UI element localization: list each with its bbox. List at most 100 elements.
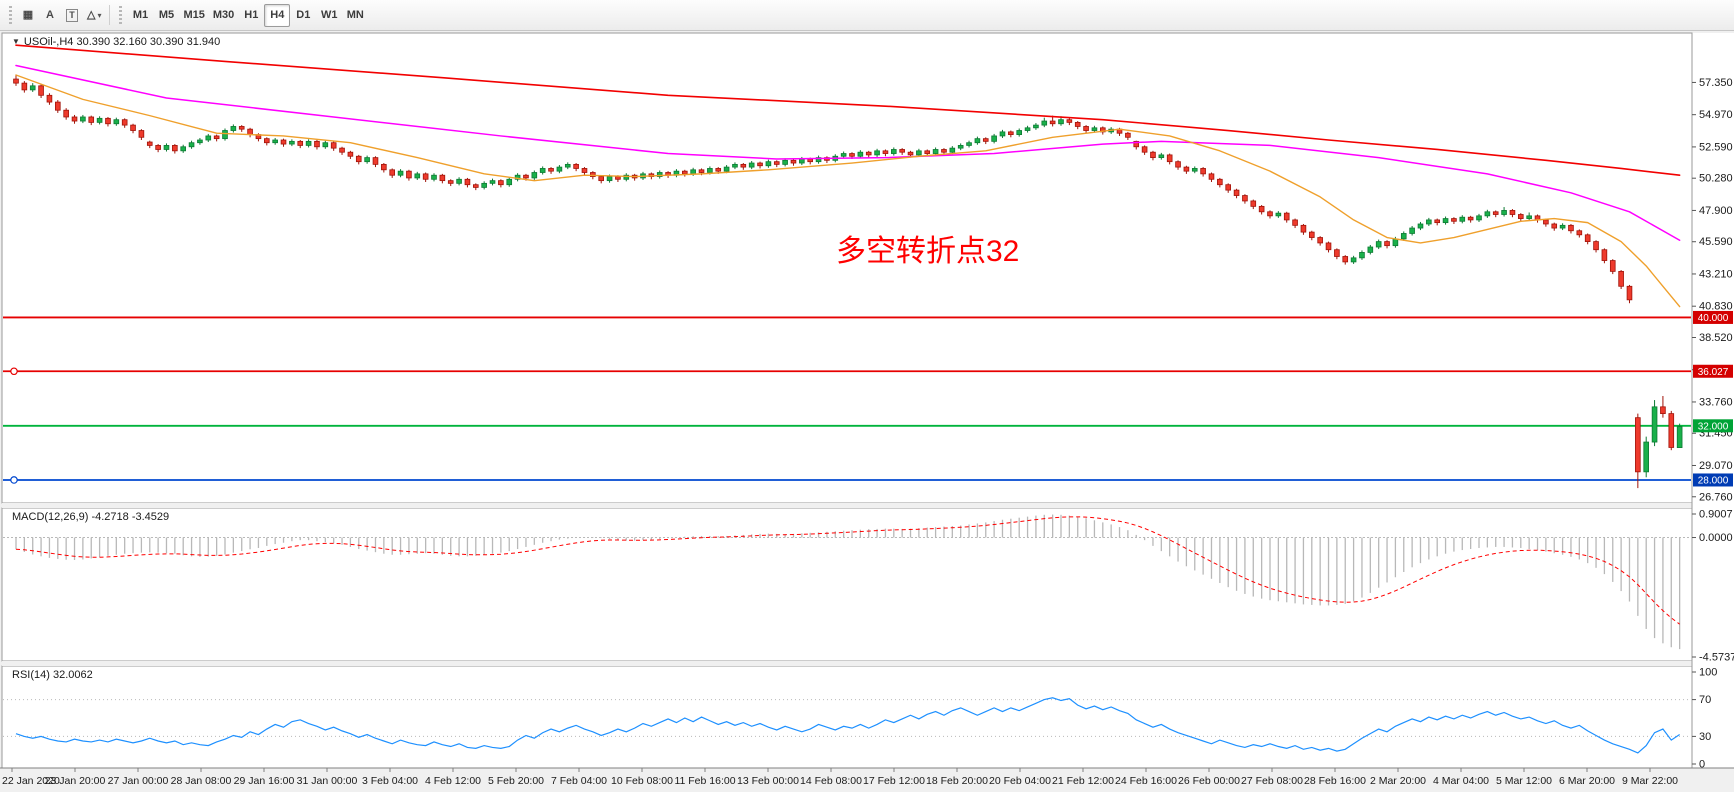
- toolbar-grip[interactable]: [119, 6, 123, 24]
- shapes-button[interactable]: △ ▾: [83, 4, 105, 27]
- price-tick-label: 33.760: [1699, 396, 1733, 408]
- candle-body: [163, 145, 170, 150]
- price-tick-label: 43.210: [1699, 268, 1733, 280]
- candle-body: [1442, 218, 1449, 224]
- candle-body: [1484, 211, 1491, 217]
- rsi-scale-label: 30: [1699, 731, 1711, 743]
- candle-body: [1225, 184, 1232, 191]
- timeframe-h1-button[interactable]: H1: [238, 4, 264, 27]
- candle-body: [456, 178, 462, 184]
- candle-body: [1233, 189, 1240, 196]
- candle-body: [1049, 120, 1056, 125]
- price-line-badge: [1693, 310, 1733, 324]
- candle-body: [757, 162, 763, 167]
- price-tick-label: 50.280: [1699, 173, 1733, 185]
- candle-body: [656, 172, 663, 177]
- price-line-badge-label: 32.000: [1698, 421, 1729, 432]
- candle-body: [88, 116, 95, 123]
- candle-body: [974, 138, 981, 144]
- chart-surface[interactable]: 57.350 54.970 52.590 50.280 47.900 45.590 43.2…: [0, 31, 1734, 792]
- time-tick-label: 6 Mar 20:00: [1559, 775, 1615, 787]
- timeframe-mn-button[interactable]: MN: [342, 4, 368, 27]
- timeframe-m5-button[interactable]: M5: [153, 4, 179, 27]
- time-scale[interactable]: [0, 768, 1734, 792]
- candle-body: [840, 153, 847, 157]
- candle-body: [1317, 237, 1323, 244]
- price-line-badge-label: 40.000: [1698, 313, 1729, 324]
- rsi-scale-label: 100: [1699, 667, 1717, 679]
- candle-body: [740, 163, 747, 168]
- candle-body: [1635, 417, 1641, 473]
- candle-body: [1643, 441, 1650, 473]
- candle-body: [272, 139, 278, 144]
- candle-body: [188, 142, 195, 148]
- candle-body: [1066, 119, 1073, 123]
- candle-body: [506, 178, 513, 186]
- macd-panel[interactable]: [1, 507, 1693, 662]
- rsi-line: [15, 697, 1680, 754]
- time-tick-label: 4 Mar 04:00: [1433, 775, 1489, 787]
- candle-body: [1426, 219, 1432, 225]
- candle-body: [891, 149, 897, 154]
- price-tick-label: 57.350: [1699, 77, 1733, 89]
- candle-body: [1292, 219, 1298, 226]
- candle-body: [556, 166, 563, 172]
- candle-body: [1392, 238, 1399, 247]
- rsi-scale-label: 70: [1699, 694, 1711, 706]
- candle-body: [1342, 256, 1349, 263]
- candle-body: [1041, 120, 1048, 126]
- candle-body: [155, 145, 161, 150]
- candle-body: [1618, 270, 1624, 287]
- candle-body: [1325, 242, 1332, 251]
- price-scale-column[interactable]: [1692, 33, 1734, 768]
- panel-divider[interactable]: [2, 661, 1692, 666]
- timeframe-m30-button[interactable]: M30: [209, 4, 238, 27]
- timeframe-m15-button[interactable]: M15: [179, 4, 208, 27]
- insert-text-button[interactable]: A: [39, 4, 61, 27]
- chart-grid-button[interactable]: ▦: [17, 4, 39, 27]
- rsi-panel[interactable]: [1, 665, 1693, 769]
- candle-body: [932, 149, 939, 154]
- candle-body: [615, 176, 621, 180]
- candle-body: [799, 158, 805, 164]
- timeframe-w1-button[interactable]: W1: [316, 4, 342, 27]
- text-label-button[interactable]: T: [61, 4, 83, 27]
- candle-body: [924, 150, 931, 154]
- candle-body: [297, 140, 304, 146]
- candle-body: [130, 124, 136, 131]
- toolbar-grip[interactable]: [9, 6, 12, 24]
- time-tick-label: 21 Feb 12:00: [1052, 775, 1114, 787]
- candle-body: [1459, 216, 1466, 222]
- candle-body: [330, 142, 337, 149]
- price-tick-label: 52.590: [1699, 141, 1733, 153]
- candle-body: [55, 101, 61, 111]
- candle-body: [1217, 178, 1223, 186]
- candle-body: [514, 174, 521, 180]
- candle-body: [1384, 241, 1390, 247]
- ma-slow-line: [15, 44, 1681, 177]
- timeframe-h4-button[interactable]: H4: [264, 3, 291, 27]
- timeframe-m1-button[interactable]: M1: [127, 4, 153, 27]
- candle-body: [732, 163, 738, 168]
- price-line-badge: [1693, 419, 1733, 433]
- candle-body: [899, 149, 905, 153]
- candle-body: [263, 138, 270, 144]
- candle-body: [247, 128, 253, 135]
- candle-body: [1375, 241, 1382, 248]
- macd-scale-label: -4.5737: [1699, 652, 1734, 664]
- line-handle[interactable]: [10, 476, 18, 484]
- price-tick-label: 26.760: [1699, 491, 1733, 503]
- time-tick-label: 20 Feb 04:00: [989, 775, 1051, 787]
- candle-body: [38, 85, 44, 96]
- panel-divider[interactable]: [2, 503, 1692, 508]
- line-handle[interactable]: [10, 367, 18, 376]
- timeframe-d1-button[interactable]: D1: [290, 4, 316, 27]
- candle-body: [314, 140, 320, 148]
- candle-body: [498, 180, 504, 186]
- candle-body: [999, 131, 1006, 137]
- candle-body: [1543, 219, 1549, 225]
- candle-body: [1626, 285, 1633, 301]
- macd-signal-line: [15, 516, 1680, 625]
- candle-body: [96, 117, 103, 123]
- price-tick-label: 38.520: [1699, 332, 1733, 344]
